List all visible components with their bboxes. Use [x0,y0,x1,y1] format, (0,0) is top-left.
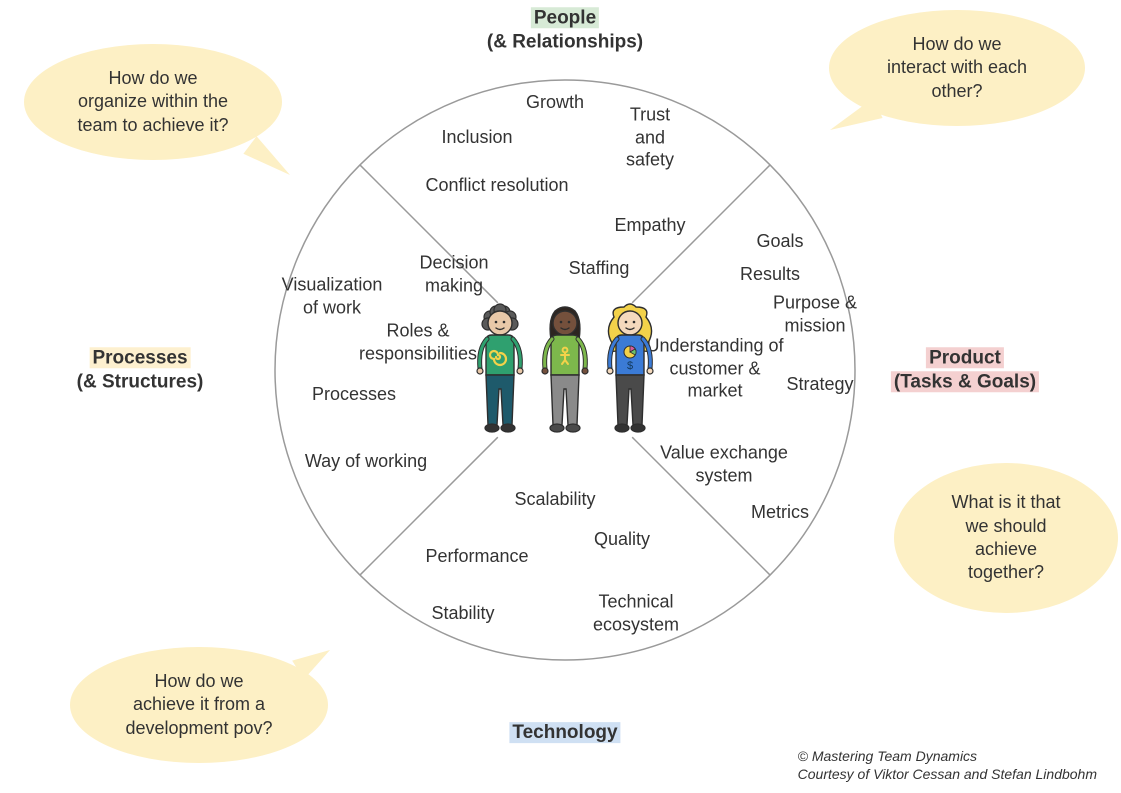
bubble-interact: How do we interact with each other? [829,10,1085,126]
term-people-0: Growth [526,91,584,114]
term-product-6: Metrics [751,501,809,524]
team-illustration: $ [460,285,670,495]
term-processes-3: Way of working [305,450,427,473]
bubble-dev-text: How do we achieve it from a development … [125,670,272,740]
svg-text:$: $ [627,360,633,372]
term-technology-2: Quality [594,528,650,551]
bubble-organize-text: How do we organize within the team to ac… [77,67,228,137]
bubble-achieve-text: What is it that we should achieve togeth… [951,491,1060,585]
term-product-2: Purpose & mission [773,292,857,337]
term-technology-1: Performance [425,545,528,568]
term-product-4: Strategy [786,373,853,396]
bubble-dev: How do we achieve it from a development … [70,647,328,763]
term-people-1: Inclusion [441,126,512,149]
term-processes-2: Processes [312,383,396,406]
term-people-2: Trust and safety [626,103,674,171]
term-processes-0: Visualization of work [282,274,383,319]
term-technology-4: Technical ecosystem [593,591,679,636]
diagram-stage: $ © Mastering Team Dynamics Courtesy of … [0,0,1121,793]
term-people-4: Empathy [614,214,685,237]
bubble-organize: How do we organize within the team to ac… [24,44,282,160]
term-product-0: Goals [756,230,803,253]
term-people-3: Conflict resolution [425,174,568,197]
bubble-achieve: What is it that we should achieve togeth… [894,463,1118,613]
term-people-6: Staffing [569,257,630,280]
term-product-1: Results [740,263,800,286]
term-technology-3: Stability [431,602,494,625]
bubble-interact-text: How do we interact with each other? [887,33,1027,103]
term-product-5: Value exchange system [660,442,788,487]
